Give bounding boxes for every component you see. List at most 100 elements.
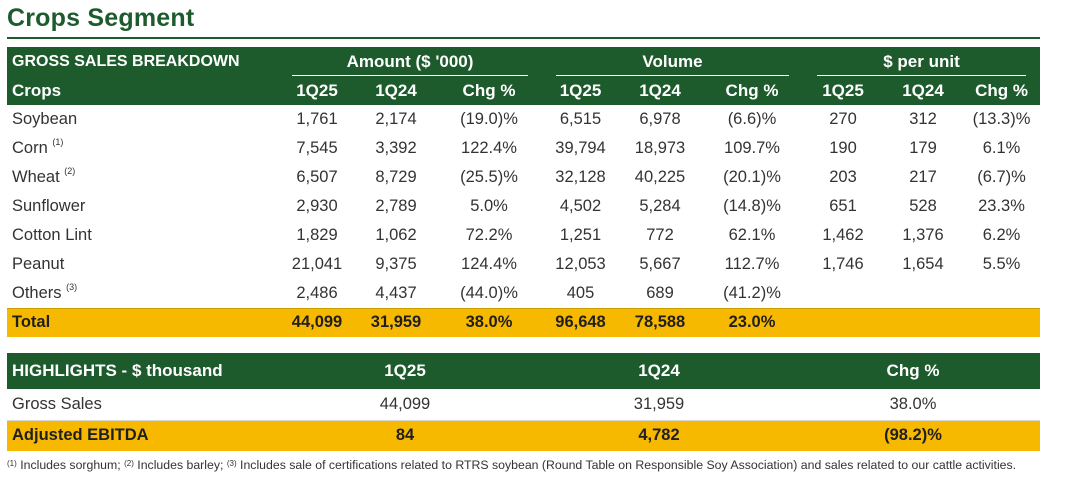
table-cell: 5,284: [639, 197, 681, 215]
group-header-per-unit: $ per unit: [803, 47, 1040, 77]
table-cell: 6,978: [639, 110, 681, 128]
table-cell: 112.7%: [724, 255, 780, 273]
total-cell: 23.0%: [701, 307, 803, 337]
table-cell: (20.1)%: [723, 168, 781, 186]
total-cell: 96,648: [542, 307, 619, 337]
table-cell: (44.0)%: [460, 283, 518, 302]
gross-sales-breakdown-table: GROSS SALES BREAKDOWN Amount ($ '000) Vo…: [7, 47, 1041, 337]
table-cell: (13.3)%: [972, 110, 1031, 128]
table-cell: 3,392: [375, 139, 417, 157]
table-cell: 689: [646, 283, 674, 302]
column-header: Chg %: [886, 361, 940, 380]
crop-name: Peanut: [12, 255, 65, 273]
column-header: Chg %: [975, 81, 1028, 100]
crop-name: Sunflower: [12, 197, 86, 215]
table-cell: 6.2%: [982, 226, 1021, 244]
gross-sales-row: Gross Sales 44,099 31,959 38.0%: [7, 389, 1040, 421]
table-cell: 190: [829, 139, 857, 157]
table-cell: 312: [909, 110, 937, 128]
page-title: Crops Segment: [7, 4, 195, 32]
table-cell: 1,376: [902, 226, 944, 244]
crop-name: Others (3): [12, 281, 78, 302]
total-cell: [963, 307, 1041, 337]
table-cell: 4,782: [532, 420, 786, 451]
column-header: 1Q24: [902, 81, 944, 100]
table-cell: 40,225: [634, 168, 686, 186]
table-cell: 21,041: [291, 255, 343, 273]
table-cell: 4,502: [559, 197, 602, 215]
table-cell: 217: [909, 168, 937, 186]
footnotes: (1) Includes sorghum; (2) Includes barle…: [7, 458, 1017, 472]
table-cell: 772: [646, 226, 674, 244]
total-cell: 38.0%: [436, 307, 542, 337]
column-header: 1Q24: [638, 361, 680, 380]
table-cell: (98.2)%: [786, 420, 1040, 451]
column-header: 1Q25: [559, 81, 602, 100]
adjusted-ebitda-row: Adjusted EBITDA 84 4,782 (98.2)%: [7, 420, 1040, 451]
table-cell: (25.5)%: [460, 168, 518, 186]
total-cell: [883, 307, 963, 337]
group-header-volume: Volume: [542, 47, 803, 77]
table-cell: 9,375: [375, 255, 417, 273]
total-label: Total: [7, 307, 278, 337]
row-label: Gross Sales: [7, 389, 278, 421]
highlights-header-label: HIGHLIGHTS - $ thousand: [12, 361, 223, 380]
table-cell: 2,930: [296, 197, 338, 215]
table-cell: 5,667: [639, 255, 681, 273]
column-header: 1Q25: [822, 81, 864, 100]
table-cell: 203: [829, 168, 857, 186]
table-cell: 1,654: [902, 255, 944, 273]
table-cell: 84: [278, 420, 532, 451]
total-cell: 44,099: [278, 307, 356, 337]
table-cell: 12,053: [555, 255, 606, 273]
table-cell: 1,251: [559, 226, 602, 244]
table-cell: [963, 279, 1040, 308]
table-cell: 1,062: [375, 226, 417, 244]
table-cell: (6.7)%: [977, 168, 1026, 186]
table-cell: 528: [909, 197, 937, 215]
table-cell: 2,174: [375, 110, 417, 128]
crops-header: Crops: [12, 81, 62, 100]
table-cell: 31,959: [532, 389, 786, 421]
table-cell: 8,729: [375, 168, 417, 186]
table-cell: 1,462: [822, 226, 864, 244]
row-label: Adjusted EBITDA: [7, 420, 278, 451]
table-cell: 39,794: [555, 139, 606, 157]
table-cell: [883, 279, 963, 308]
table-header-columns: Crops 1Q25 1Q24 Chg % 1Q25 1Q24 Chg % 1Q…: [7, 77, 1041, 105]
table-cell: 109.7%: [724, 139, 780, 157]
table-cell: 1,829: [296, 226, 338, 244]
breakdown-header-label: GROSS SALES BREAKDOWN: [12, 53, 240, 70]
table-cell: (6.6)%: [727, 110, 777, 128]
table-cell: (14.8)%: [723, 197, 781, 215]
table-cell: (19.0)%: [460, 110, 518, 128]
crop-name: Soybean: [12, 110, 78, 128]
table-cell: 651: [829, 197, 857, 215]
table-row: Corn (1) 7,545 3,392 122.4% 39,794 18,97…: [7, 134, 1040, 163]
table-cell: 5.5%: [982, 255, 1021, 273]
table-cell: 6,507: [296, 168, 338, 186]
table-cell: 405: [566, 283, 595, 302]
table-cell: 1,746: [822, 255, 864, 273]
column-header: Chg %: [462, 81, 516, 100]
table-header-groups: GROSS SALES BREAKDOWN Amount ($ '000) Vo…: [7, 47, 1041, 77]
total-cell: [803, 307, 883, 337]
title-divider: [7, 37, 1040, 39]
crop-name: Cotton Lint: [12, 226, 92, 244]
total-row: Total 44,099 31,959 38.0% 96,648 78,588 …: [7, 307, 1041, 337]
table-cell: 6.1%: [982, 139, 1021, 157]
group-header-amount: Amount ($ '000): [278, 47, 542, 77]
table-cell: (41.2)%: [723, 283, 781, 302]
crop-name: Wheat (2): [12, 166, 76, 186]
crop-name: Corn (1): [12, 137, 64, 157]
column-header: 1Q25: [296, 81, 338, 100]
table-row: Peanut 21,041 9,375 124.4% 12,053 5,667 …: [7, 250, 1040, 279]
table-cell: 124.4%: [461, 255, 517, 273]
table-cell: 32,128: [555, 168, 606, 186]
column-header: Chg %: [725, 81, 779, 100]
table-cell: 72.2%: [465, 226, 513, 244]
total-cell: 31,959: [356, 307, 436, 337]
table-cell: [803, 279, 883, 308]
column-header: 1Q25: [384, 361, 426, 380]
column-header: 1Q24: [639, 81, 681, 100]
